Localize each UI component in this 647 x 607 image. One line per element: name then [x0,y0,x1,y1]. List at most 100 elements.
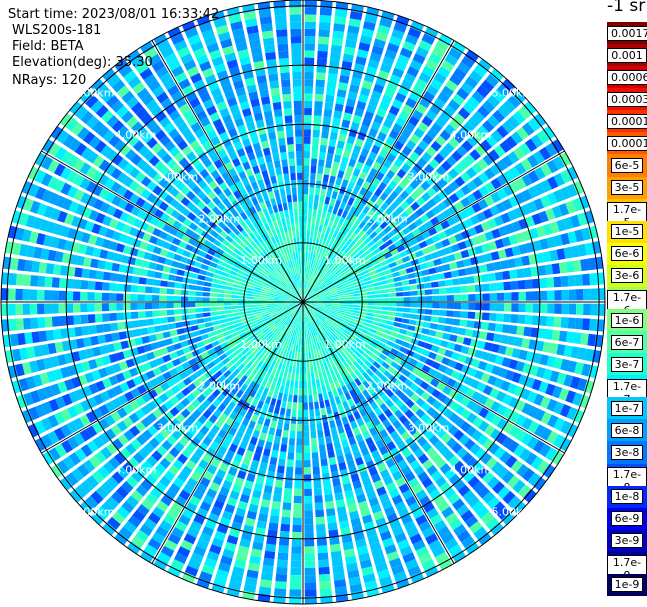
ray-bin [311,216,316,224]
ray-bin [389,297,397,302]
ray-bin [250,322,259,328]
ray-bin [510,314,519,324]
ray-bin [127,457,140,469]
ray-bin [202,286,211,292]
ray-bin [425,296,433,302]
ray-bin [231,298,239,302]
ray-bin [342,376,350,386]
ray-bin [292,274,297,282]
ray-bin [299,316,302,324]
ray-bin [320,256,326,264]
ray-bin [345,306,354,310]
ray-bin [328,335,335,343]
ray-bin [510,459,524,473]
ray-bin [260,305,268,309]
ray-bin [397,539,410,550]
ray-bin [330,309,338,313]
ray-bin [305,308,309,316]
ray-bin [22,303,31,315]
ray-bin [263,177,271,186]
ray-bin [294,259,298,267]
ray-bin [257,210,265,219]
ray-bin [221,239,230,247]
ray-bin [170,559,185,571]
ray-bin [368,443,378,453]
ray-bin [158,189,169,200]
ray-bin [434,354,444,363]
ray-bin [255,527,266,537]
ray-bin [317,302,325,305]
ray-bin [116,172,128,184]
ray-bin [252,452,262,462]
ray-bin [86,115,99,129]
ray-bin [401,341,411,349]
ray-bin [482,471,495,484]
ray-bin [286,311,293,317]
ray-bin [289,589,302,597]
ray-bin [309,322,314,330]
ray-bin [276,174,284,183]
ray-bin [271,284,279,289]
ray-bin [181,448,193,459]
ray-bin [336,270,344,277]
ray-bin [249,436,258,446]
ray-bin [415,196,426,207]
ray-bin [269,287,277,292]
ray-bin [465,205,476,217]
ray-bin [198,459,209,470]
ray-bin [216,101,228,111]
ray-bin [146,412,157,424]
ray-bin [335,448,344,457]
ray-bin [111,438,124,451]
ray-bin [443,487,456,499]
ray-bin [350,315,359,320]
ray-bin [298,388,303,396]
ray-bin [257,513,268,522]
ray-bin [155,332,164,341]
ray-bin [286,194,292,203]
ray-bin [426,198,437,209]
ray-bin [213,252,222,260]
ray-bin [439,481,452,494]
ray-bin [203,239,213,248]
ray-bin [226,278,235,283]
ray-bin [210,169,220,180]
ray-bin [231,377,240,386]
ray-bin [272,281,280,287]
ray-bin [250,46,263,56]
ray-bin [553,234,563,247]
ray-bin [237,500,248,511]
ray-bin [345,297,354,300]
ray-bin [162,331,171,339]
ray-bin [539,277,548,289]
ray-bin [210,506,222,517]
ray-bin [317,166,324,175]
ray-bin [560,275,569,287]
ray-bin [446,155,458,167]
ray-bin [195,255,205,263]
ray-bin [527,472,541,487]
ray-bin [228,151,238,161]
ray-bin [292,329,296,337]
ray-bin [300,287,303,295]
ray-bin [385,458,396,469]
ray-bin [396,297,404,302]
ray-bin [351,287,360,292]
ray-bin [233,360,242,368]
ray-bin [436,165,447,177]
ray-bin [434,371,444,381]
ray-bin [309,296,317,300]
ray-bin [332,161,340,170]
ray-bin [304,546,315,554]
ray-bin [246,312,255,317]
ray-bin [113,139,126,152]
ray-bin [293,290,299,297]
ray-bin [575,289,584,301]
ray-bin [303,143,311,152]
ray-bin [312,285,318,292]
ray-bin [431,288,440,295]
ray-bin [158,201,169,212]
ray-bin [345,327,353,334]
ray-bin [94,140,107,153]
ray-bin [161,153,173,164]
